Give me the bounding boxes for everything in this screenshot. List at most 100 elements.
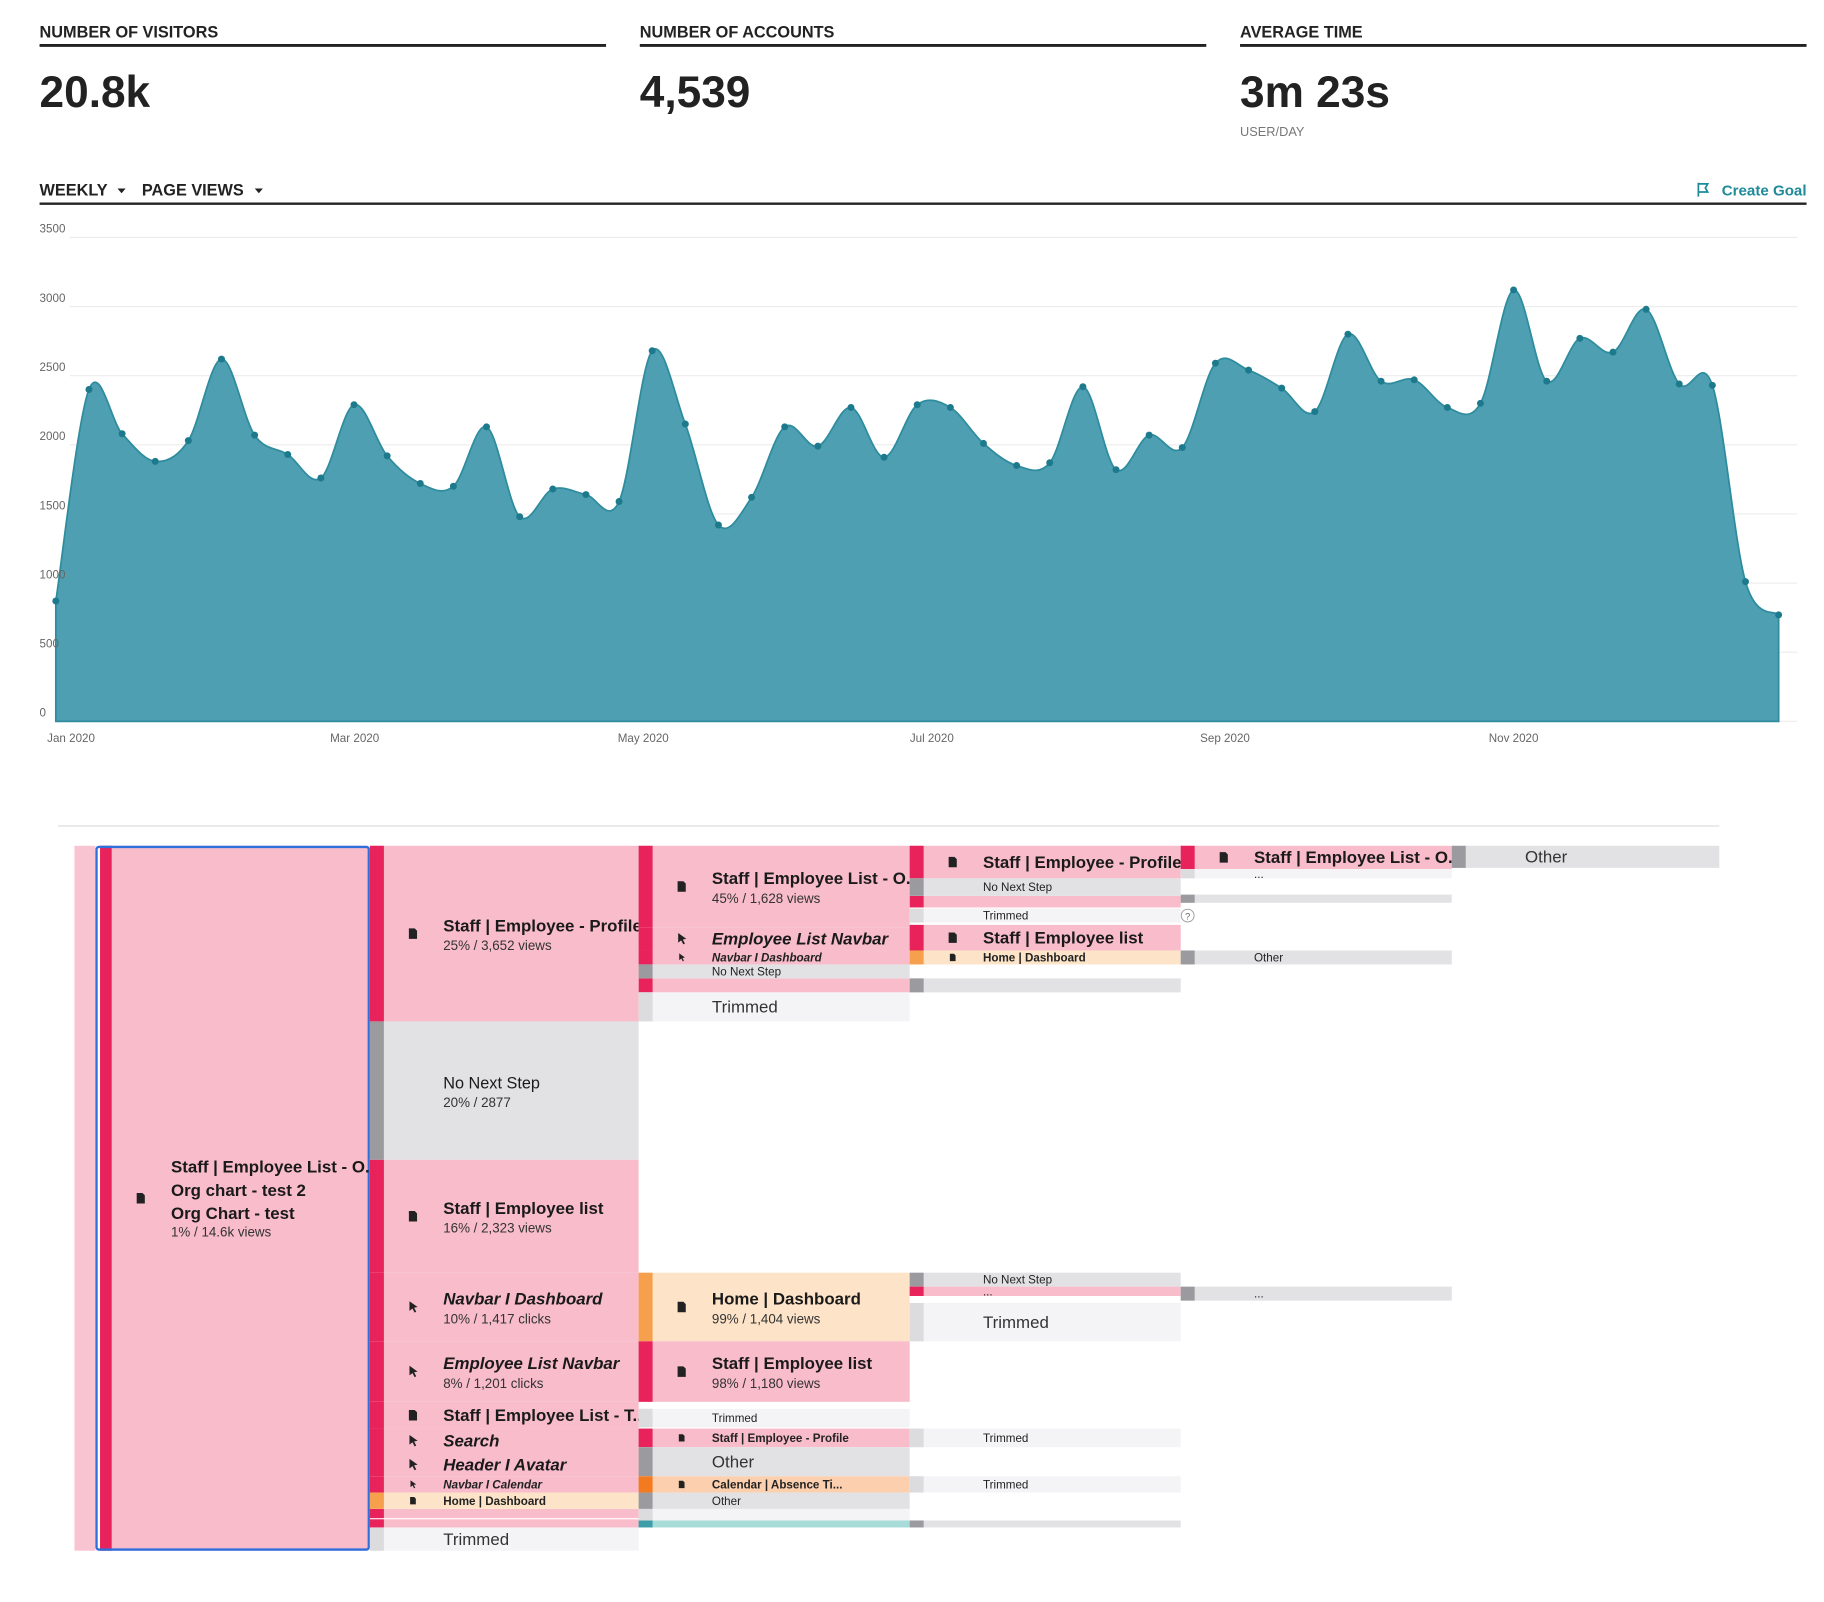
help-icon[interactable]: [1180, 908, 1195, 923]
node-label: Staff | Employee - Profile: [443, 916, 642, 935]
flow-node[interactable]: [369, 1476, 639, 1493]
flow-node-bar: [909, 1428, 924, 1448]
flow-node-bar: [369, 1492, 384, 1509]
data-point: [1145, 431, 1153, 439]
y-tick-label: 500: [40, 638, 60, 651]
node-label: Home | Dashboard: [712, 1290, 861, 1309]
data-point: [151, 457, 159, 465]
flow-node[interactable]: [638, 1492, 910, 1509]
node-label: No Next Step: [983, 881, 1052, 894]
node-detail: 10% / 1,417 clicks: [443, 1311, 551, 1326]
data-point: [1278, 384, 1286, 392]
flow-node-bar: [1180, 950, 1195, 965]
flow-node[interactable]: [638, 1476, 910, 1493]
metric-dropdown[interactable]: PAGE VIEWS: [142, 182, 244, 200]
stat-value: 4,539: [640, 68, 751, 117]
flow-node-bar: [909, 878, 924, 896]
flow-node[interactable]: [638, 1428, 910, 1448]
flow-node[interactable]: [909, 1302, 1181, 1342]
x-tick-label: May 2020: [618, 732, 670, 745]
data-point: [1609, 348, 1617, 356]
flow-edge: [74, 845, 96, 1551]
flow-node[interactable]: [369, 1527, 639, 1551]
flow-node[interactable]: [638, 964, 910, 979]
data-point: [880, 453, 888, 461]
data-point: [615, 497, 623, 505]
flow-node-bar: [909, 924, 924, 951]
flow-node-bar: [1180, 1286, 1195, 1301]
node-label: Org Chart - test: [171, 1204, 295, 1223]
flow-node[interactable]: [638, 927, 910, 951]
data-point: [814, 442, 822, 450]
flow-node[interactable]: [369, 1021, 639, 1160]
node-label: Other: [1525, 848, 1568, 867]
flow-strip-bar: [369, 1519, 384, 1528]
flow-node[interactable]: [1451, 845, 1720, 868]
flow-node[interactable]: [1180, 1286, 1452, 1301]
node-label: ...: [983, 1285, 993, 1298]
flow-node[interactable]: [909, 1286, 1181, 1296]
data-point: [118, 430, 126, 438]
flow-node[interactable]: [909, 1476, 1181, 1493]
flow-strip-bar: [1180, 894, 1195, 903]
data-point: [1775, 611, 1783, 619]
data-point: [1510, 286, 1518, 294]
flow-node-bar: [909, 845, 924, 879]
flow-node[interactable]: [1180, 845, 1452, 870]
flow-node[interactable]: [369, 1453, 639, 1477]
flow-node-bar: [909, 908, 924, 923]
flow-node-bar: [369, 1453, 384, 1477]
flow-strip: [909, 1520, 1181, 1528]
stat-unit: USER/DAY: [1240, 124, 1305, 139]
data-point: [1046, 459, 1054, 467]
data-point: [681, 420, 689, 428]
x-tick-label: Jan 2020: [47, 732, 95, 745]
cursor-icon: [409, 1365, 418, 1378]
flow-node[interactable]: [1180, 950, 1452, 965]
data-point: [1377, 377, 1385, 385]
flow-strip: [638, 978, 910, 993]
y-tick-label: 1000: [40, 568, 66, 581]
flow-node[interactable]: [909, 908, 1181, 923]
cursor-icon: [409, 1301, 418, 1313]
page-icon: [948, 932, 957, 943]
flow-node[interactable]: [638, 1408, 910, 1428]
flow-node[interactable]: [638, 1447, 910, 1477]
flow-node[interactable]: [638, 950, 910, 965]
flow-node[interactable]: [1180, 869, 1452, 879]
flow-node-bar: [638, 1476, 653, 1493]
caret: [117, 188, 126, 194]
interval-dropdown[interactable]: WEEKLY: [40, 182, 108, 200]
flow-node[interactable]: [909, 1272, 1181, 1287]
data-point: [1675, 380, 1683, 388]
flow-node-bar: [638, 964, 653, 979]
flow-node-bar: [909, 1272, 924, 1287]
node-label: Org chart - test 2: [171, 1181, 306, 1200]
node-label: Search: [443, 1432, 499, 1451]
data-point: [1311, 408, 1319, 416]
flow-node[interactable]: [369, 1492, 639, 1509]
flow-node[interactable]: [909, 878, 1181, 896]
data-point: [1245, 366, 1253, 374]
flow-node[interactable]: [909, 1428, 1181, 1448]
data-point: [1211, 359, 1219, 367]
flow-strip: [909, 978, 1181, 993]
create-goal[interactable]: Create Goal: [1722, 183, 1807, 200]
flow-node-bar: [100, 845, 112, 1551]
page-icon: [678, 1480, 685, 1489]
node-label: Staff | Employee - Profile: [983, 853, 1182, 872]
node-detail: 1% / 14.6k views: [171, 1225, 272, 1240]
node-label: Trimmed: [983, 910, 1028, 923]
flow-node-bar: [638, 1341, 653, 1402]
node-label: Trimmed: [712, 1412, 757, 1425]
page-icon: [408, 928, 418, 939]
flow-node[interactable]: [638, 992, 910, 1022]
area: [54, 289, 1780, 723]
node-label: No Next Step: [443, 1074, 540, 1092]
flow-node-bar: [909, 1286, 924, 1296]
flow-node[interactable]: [909, 950, 1181, 965]
data-point: [1543, 377, 1551, 385]
flow-node-bar: [369, 1341, 384, 1402]
data-point: [483, 423, 491, 431]
